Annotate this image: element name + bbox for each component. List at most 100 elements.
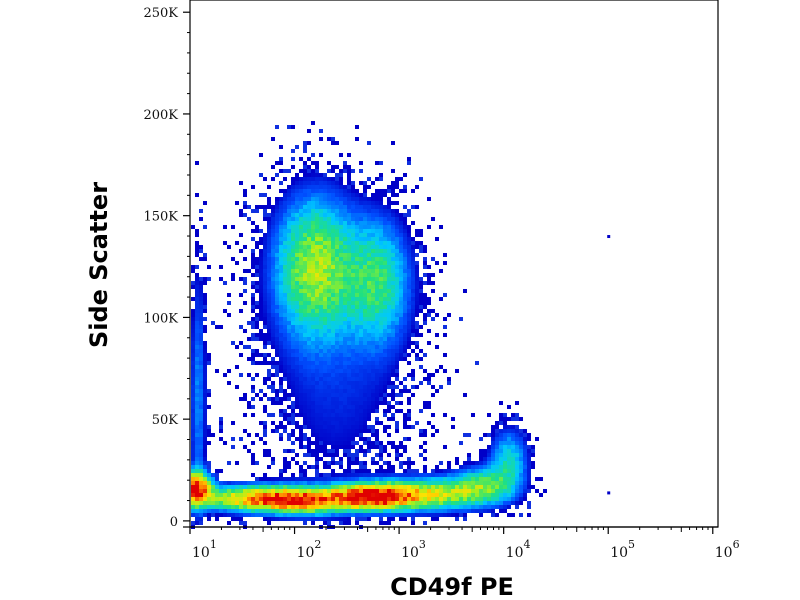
density-cell	[327, 365, 331, 369]
density-cell	[375, 473, 379, 477]
density-cell	[251, 325, 255, 329]
density-cell	[263, 441, 267, 445]
density-cell	[367, 321, 371, 325]
density-cell	[311, 341, 315, 345]
density-cell	[503, 501, 507, 505]
density-cell	[275, 241, 279, 245]
density-cell	[303, 309, 307, 313]
density-cell	[447, 377, 451, 381]
density-cell	[307, 237, 311, 241]
density-cell	[423, 509, 427, 513]
density-cell	[415, 185, 419, 189]
density-cell	[295, 193, 299, 197]
density-cell	[283, 277, 287, 281]
density-cell	[391, 221, 395, 225]
density-cell	[287, 321, 291, 325]
density-cell	[283, 333, 287, 337]
density-cell	[195, 345, 199, 349]
density-cell	[387, 301, 391, 305]
density-cell	[339, 317, 343, 321]
density-cell	[507, 473, 511, 477]
density-cell	[339, 509, 343, 513]
density-cell	[255, 241, 259, 245]
density-cell	[343, 437, 347, 441]
density-cell	[199, 505, 203, 509]
density-cell	[411, 237, 415, 241]
density-cell	[435, 489, 439, 493]
density-cell	[271, 361, 275, 365]
density-cell	[263, 357, 267, 361]
density-cell	[467, 485, 471, 489]
density-cell	[203, 349, 207, 353]
density-cell	[355, 429, 359, 433]
density-cell	[291, 181, 295, 185]
density-cell	[387, 333, 391, 337]
density-cell	[283, 389, 287, 393]
density-cell	[271, 517, 275, 521]
density-cell	[283, 261, 287, 265]
density-cell	[355, 333, 359, 337]
density-cell	[343, 513, 347, 517]
density-cell	[371, 497, 375, 501]
density-cell	[327, 505, 331, 509]
density-cell	[299, 337, 303, 341]
density-cell	[503, 445, 507, 449]
density-cell	[327, 285, 331, 289]
density-cell	[395, 477, 399, 481]
density-cell	[259, 261, 263, 265]
density-cell	[355, 521, 359, 525]
density-cell	[411, 265, 415, 269]
density-cell	[463, 393, 467, 397]
density-cell	[367, 293, 371, 297]
density-cell	[367, 205, 371, 209]
density-cell	[283, 417, 287, 421]
density-cell	[283, 241, 287, 245]
density-cell	[395, 341, 399, 345]
density-cell	[511, 413, 515, 417]
density-cell	[327, 397, 331, 401]
density-cell	[307, 517, 311, 521]
density-cell	[295, 497, 299, 501]
density-cell	[311, 245, 315, 249]
density-cell	[311, 161, 315, 165]
density-cell	[195, 481, 199, 485]
density-cell	[447, 513, 451, 517]
density-cell	[515, 441, 519, 445]
density-cell	[307, 257, 311, 261]
density-cell	[387, 273, 391, 277]
density-cell	[195, 365, 199, 369]
density-cell	[431, 497, 435, 501]
density-cell	[295, 245, 299, 249]
density-cell	[263, 269, 267, 273]
density-cell	[367, 497, 371, 501]
density-cell	[299, 345, 303, 349]
density-cell	[391, 141, 395, 145]
density-cell	[427, 501, 431, 505]
density-cell	[279, 501, 283, 505]
density-cell	[335, 193, 339, 197]
density-cell	[207, 353, 211, 357]
density-cell	[291, 225, 295, 229]
density-cell	[263, 209, 267, 213]
density-cell	[379, 221, 383, 225]
density-cell	[311, 305, 315, 309]
density-cell	[371, 205, 375, 209]
density-cell	[427, 473, 431, 477]
density-cell	[379, 297, 383, 301]
density-cell	[443, 489, 447, 493]
density-cell	[383, 257, 387, 261]
density-cell	[227, 505, 231, 509]
density-cell	[403, 253, 407, 257]
density-cell	[355, 393, 359, 397]
density-cell	[395, 493, 399, 497]
density-cell	[283, 509, 287, 513]
density-cell	[275, 317, 279, 321]
density-cell	[259, 281, 263, 285]
density-cell	[447, 465, 451, 469]
density-cell	[223, 501, 227, 505]
density-cell	[231, 421, 235, 425]
density-cell	[423, 273, 427, 277]
density-cell	[375, 237, 379, 241]
density-cell	[495, 513, 499, 517]
density-cell	[191, 353, 195, 357]
